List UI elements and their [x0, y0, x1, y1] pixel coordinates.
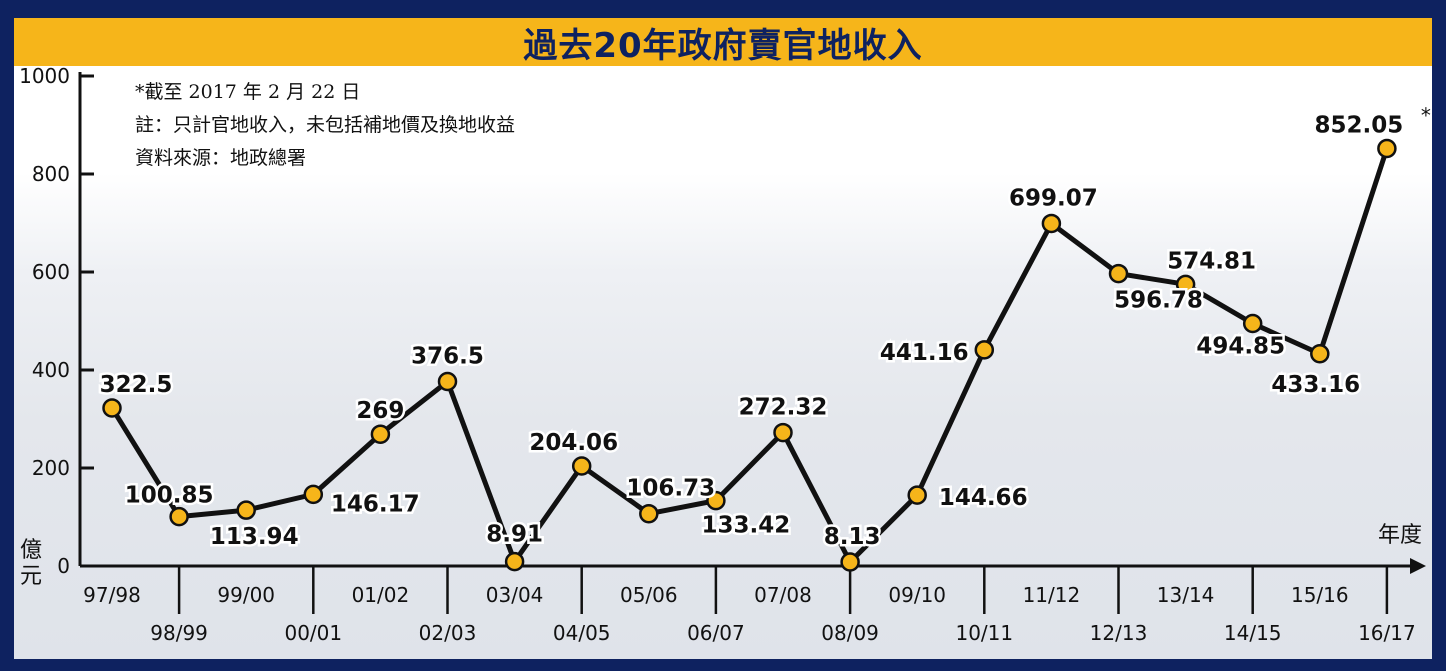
- data-label: 204.06: [529, 430, 618, 456]
- x-category-label: 16/17: [1358, 621, 1416, 645]
- y-tick-label: 800: [32, 162, 70, 186]
- x-category-label: 10/11: [955, 621, 1013, 645]
- x-category-label: 15/16: [1291, 583, 1349, 607]
- data-point: [1175, 274, 1196, 295]
- data-point: [974, 340, 995, 360]
- y-tick-label: 1000: [19, 64, 70, 88]
- data-label: 494.85: [1196, 334, 1285, 360]
- y-tick-label: 400: [32, 358, 70, 382]
- y-tick-label: 600: [32, 260, 70, 284]
- data-point: [1108, 263, 1129, 284]
- note-source: 資料來源：地政總署: [135, 147, 307, 169]
- data-point: [706, 490, 726, 511]
- data-label: 441.16: [880, 340, 969, 366]
- x-axis-arrow: [1410, 558, 1426, 574]
- x-category-label: 09/10: [888, 583, 946, 607]
- chart-frame: 過去20年政府賣官地收入 *截至 2017 年 2 月 22 日 註：只計官地收…: [14, 18, 1432, 659]
- x-category-label: 12/13: [1090, 621, 1148, 645]
- x-category-label: 07/08: [754, 583, 812, 607]
- data-point: [840, 552, 860, 572]
- data-label: 322.5: [100, 372, 173, 398]
- title-bar: 過去20年政府賣官地收入: [14, 18, 1432, 66]
- x-category-label: 08/09: [821, 621, 879, 645]
- data-label: 100.85: [125, 483, 214, 509]
- data-point: [303, 484, 324, 505]
- data-point: [1041, 213, 1062, 234]
- note-date: *截至 2017 年 2 月 22 日: [135, 81, 361, 103]
- x-category-label: 06/07: [687, 621, 745, 645]
- x-axis-label: 年度: [1378, 523, 1422, 548]
- data-label: 146.17: [331, 491, 420, 517]
- x-category-label: 14/15: [1224, 621, 1282, 645]
- data-point: [639, 503, 659, 524]
- data-label: 133.42: [702, 513, 791, 539]
- chart-title: 過去20年政府賣官地收入: [523, 25, 923, 66]
- x-category-label: 00/01: [284, 621, 342, 645]
- data-label: 8.91: [486, 522, 543, 548]
- data-point: [571, 456, 592, 476]
- y-unit-label: 元: [20, 564, 42, 589]
- data-label: 376.5: [411, 344, 484, 370]
- data-label-footnote-mark: *: [1421, 103, 1431, 127]
- data-point: [907, 485, 927, 505]
- data-label: 852.05: [1315, 112, 1404, 138]
- y-unit-label: 億: [20, 538, 42, 563]
- data-label: 144.66: [939, 485, 1028, 511]
- data-point: [370, 424, 391, 444]
- x-category-label: 05/06: [620, 583, 678, 607]
- data-point: [504, 551, 525, 572]
- plot-background: [14, 66, 1432, 659]
- x-category-label: 97/98: [83, 583, 141, 607]
- data-label: 574.81: [1167, 248, 1256, 274]
- x-category-label: 98/99: [150, 621, 208, 645]
- note-scope: 註：只計官地收入，未包括補地價及換地收益: [135, 114, 516, 136]
- data-label: 113.94: [210, 524, 299, 550]
- data-label: 433.16: [1271, 372, 1360, 398]
- data-point: [169, 506, 189, 527]
- series-line: [109, 147, 1390, 565]
- data-point: [1310, 344, 1330, 364]
- x-category-label: 01/02: [352, 583, 410, 607]
- data-label: 8.13: [824, 524, 881, 550]
- data-point: [773, 422, 793, 443]
- data-point: [1242, 313, 1263, 334]
- data-label: 106.73: [626, 476, 715, 502]
- x-category-label: 03/04: [486, 583, 544, 607]
- x-category-label: 02/03: [419, 621, 477, 645]
- x-category-label: 13/14: [1157, 583, 1215, 607]
- y-tick-label: 200: [32, 456, 70, 480]
- data-point: [1377, 138, 1397, 159]
- notes-block: *截至 2017 年 2 月 22 日 註：只計官地收入，未包括補地價及換地收益…: [135, 76, 515, 175]
- x-category-label: 99/00: [217, 583, 275, 607]
- data-point: [102, 398, 122, 418]
- data-label: 596.78: [1114, 288, 1203, 314]
- x-category-label: 11/12: [1023, 583, 1081, 607]
- y-tick-label: 0: [57, 554, 70, 578]
- data-label: 272.32: [739, 395, 828, 421]
- data-point: [236, 500, 256, 520]
- data-label: 699.07: [1009, 185, 1098, 211]
- x-category-label: 04/05: [553, 621, 611, 645]
- data-label: 269: [356, 398, 404, 424]
- data-point: [437, 371, 458, 392]
